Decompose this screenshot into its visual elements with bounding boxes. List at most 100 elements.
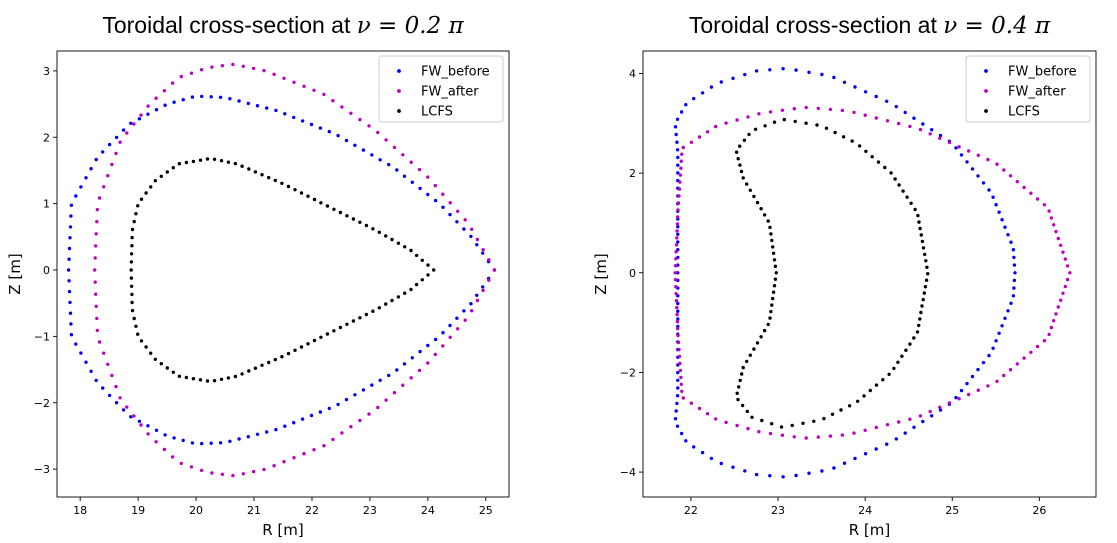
data-point — [967, 149, 971, 153]
chart-title-text: Toroidal cross-section at — [102, 12, 356, 38]
data-point — [673, 125, 678, 129]
data-point — [1013, 271, 1017, 275]
data-point — [743, 72, 747, 77]
data-point — [353, 143, 357, 147]
chart-title-text: Toroidal cross-section at — [689, 12, 943, 38]
data-point — [441, 331, 445, 335]
data-point — [743, 469, 747, 473]
data-point — [67, 257, 71, 261]
data-point — [327, 406, 331, 411]
data-point — [995, 379, 999, 383]
data-point — [680, 152, 684, 156]
data-point — [689, 401, 694, 405]
data-point — [709, 85, 714, 89]
data-point — [255, 432, 260, 436]
data-point — [462, 227, 466, 231]
data-point — [997, 331, 1001, 335]
data-point — [675, 401, 679, 406]
data-point — [863, 113, 867, 117]
data-point — [370, 383, 374, 387]
data-point — [857, 144, 862, 148]
data-point — [89, 167, 93, 171]
data-point — [154, 428, 159, 432]
data-point — [852, 110, 856, 115]
chart-title: Toroidal cross-section at ν = 0.2 π — [102, 12, 464, 39]
data-point — [947, 401, 952, 405]
data-point — [874, 447, 878, 451]
data-point — [745, 182, 749, 186]
data-point — [198, 158, 203, 162]
data-point — [331, 99, 335, 103]
data-point — [904, 348, 908, 352]
data-point — [1012, 263, 1017, 267]
data-point — [774, 271, 778, 275]
data-point — [154, 440, 158, 444]
data-point — [177, 162, 182, 166]
data-point — [93, 280, 97, 284]
data-point — [924, 259, 928, 263]
data-point — [361, 148, 366, 152]
data-point — [750, 415, 754, 419]
data-point — [199, 468, 204, 473]
data-point — [274, 108, 278, 113]
data-point — [246, 435, 250, 439]
chart-right: Toroidal cross-section at ν = 0.4 π 22 23 2… — [592, 12, 1097, 539]
data-point — [130, 235, 134, 240]
data-point — [199, 68, 204, 72]
data-point — [172, 436, 176, 440]
data-point — [338, 325, 343, 330]
data-point — [815, 123, 819, 127]
data-point — [1029, 191, 1033, 195]
data-point — [246, 101, 250, 106]
data-point — [748, 188, 752, 192]
data-point — [1011, 248, 1016, 252]
data-point — [351, 217, 356, 221]
data-point — [146, 432, 150, 436]
data-point — [163, 103, 167, 107]
data-point — [448, 201, 452, 205]
data-point — [923, 285, 928, 289]
data-point — [233, 161, 238, 166]
data-point — [828, 107, 833, 112]
data-point — [200, 441, 204, 446]
data-point — [426, 343, 430, 348]
data-point — [293, 188, 297, 192]
legend: FW_before FW_after LCFS — [378, 55, 504, 123]
data-point — [130, 292, 134, 297]
data-point — [755, 200, 760, 205]
data-point — [885, 442, 889, 446]
data-point — [395, 368, 399, 372]
data-point — [251, 66, 256, 71]
data-point — [190, 441, 195, 445]
data-point — [322, 92, 326, 97]
data-point — [737, 385, 741, 389]
data-point — [312, 197, 317, 202]
data-point — [159, 174, 163, 178]
data-point — [79, 185, 83, 189]
data-point — [144, 345, 148, 349]
data-point — [358, 220, 362, 224]
data-point — [455, 316, 459, 320]
data-point — [322, 444, 326, 448]
data-point — [237, 437, 241, 441]
data-point — [918, 317, 922, 321]
data-point — [894, 437, 898, 441]
data-point — [132, 122, 136, 126]
data-point — [757, 430, 761, 434]
data-point — [149, 185, 153, 189]
data-point — [190, 95, 195, 99]
data-point — [965, 381, 969, 386]
data-point — [299, 191, 304, 195]
series-FW_after — [673, 105, 1072, 440]
data-point — [881, 378, 885, 382]
data-point — [299, 345, 304, 349]
data-point — [676, 370, 680, 375]
data-point — [69, 333, 74, 337]
data-point — [241, 64, 245, 69]
data-point — [255, 104, 260, 108]
data-point — [395, 168, 399, 172]
data-point — [856, 399, 860, 403]
data-point — [184, 375, 189, 380]
data-point — [928, 409, 932, 414]
data-point — [210, 471, 214, 475]
